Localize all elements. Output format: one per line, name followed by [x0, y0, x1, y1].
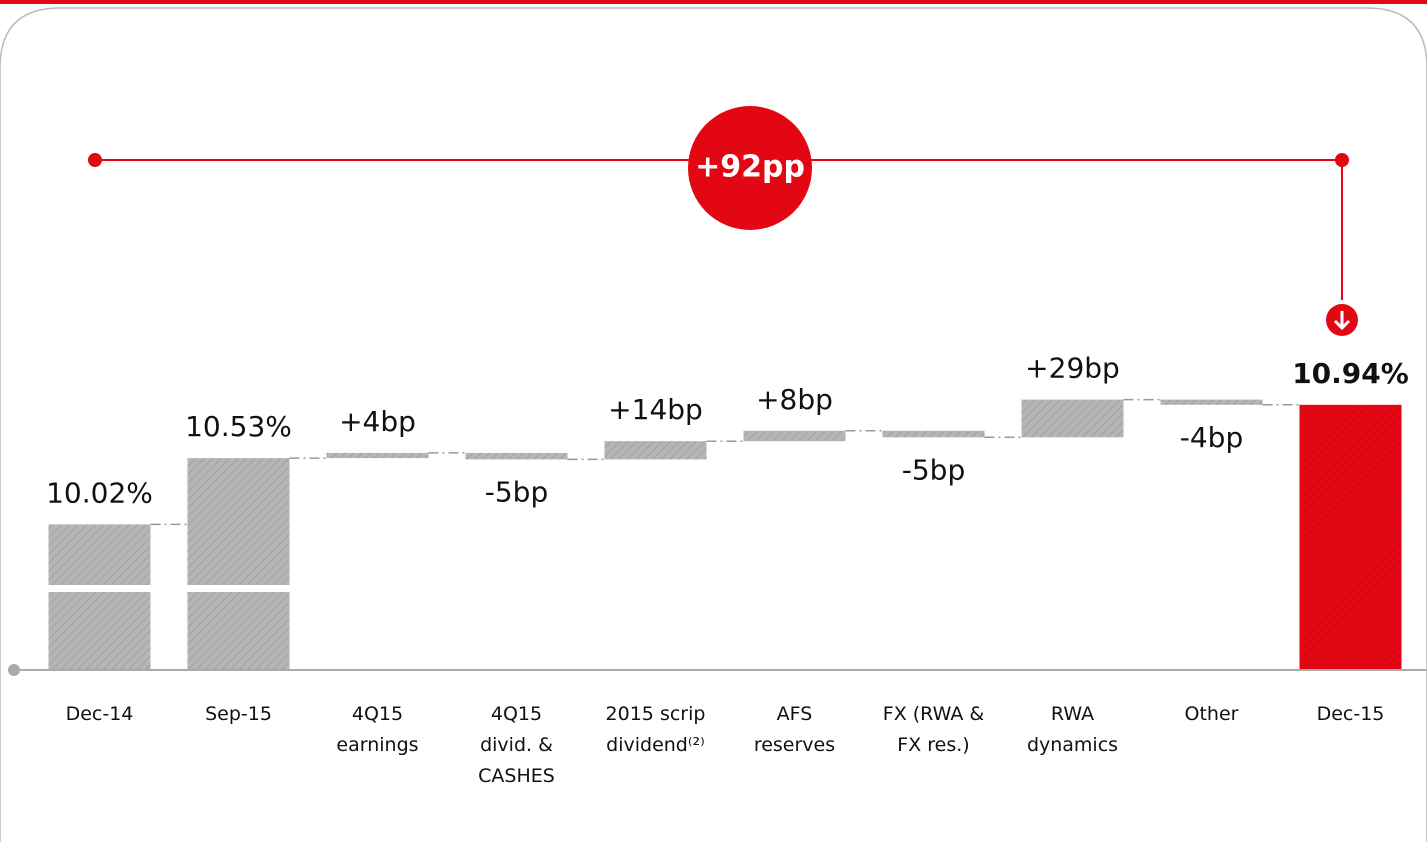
- value-label: 10.94%: [1292, 357, 1409, 390]
- bar: [1021, 399, 1124, 438]
- x-tick-line: Dec-15: [1317, 703, 1385, 725]
- x-tick-line: CASHES: [478, 765, 555, 787]
- value-label: -5bp: [485, 475, 548, 508]
- value-label: -5bp: [902, 453, 965, 486]
- x-tick-line: Dec-14: [66, 703, 134, 725]
- value-label: -4bp: [1180, 421, 1243, 454]
- x-tick-label: RWA dynamics: [1027, 703, 1118, 756]
- bar: [48, 524, 151, 670]
- x-tick-label: 4Q15 divid. & CASHES: [478, 703, 555, 787]
- x-tick-line: earnings: [336, 734, 418, 756]
- value-label: +8bp: [756, 383, 833, 416]
- bar: [1160, 399, 1263, 405]
- value-label: +29bp: [1025, 352, 1120, 385]
- x-tick-label: AFS reserves: [754, 703, 835, 756]
- down-arrow: [1333, 311, 1351, 331]
- x-tick-line: dividend⁽²⁾: [606, 734, 705, 756]
- x-tick-line: 4Q15: [352, 703, 403, 725]
- x-tick-label: FX (RWA & FX res.): [883, 703, 985, 756]
- value-label: +14bp: [608, 393, 703, 426]
- bar: [326, 452, 429, 459]
- x-tick-line: FX (RWA &: [883, 703, 985, 725]
- x-tick-label: 4Q15 earnings: [336, 703, 418, 756]
- x-tick-line: divid. &: [480, 734, 553, 756]
- value-label: 10.02%: [46, 476, 153, 509]
- axis-break: [186, 585, 291, 592]
- x-tick-line: 4Q15: [491, 703, 542, 725]
- x-tick-label: 2015 scrip dividend⁽²⁾: [606, 703, 706, 756]
- value-label: 10.53%: [185, 410, 292, 443]
- x-tick-line: Sep-15: [205, 703, 272, 725]
- value-label: +4bp: [339, 405, 416, 438]
- badge: [688, 106, 812, 230]
- x-tick-line: RWA: [1051, 703, 1094, 725]
- bar: [187, 458, 290, 670]
- x-tick-label: Sep-15: [205, 703, 272, 725]
- baseline-dot: [8, 664, 20, 676]
- x-tick-line: Other: [1185, 703, 1239, 725]
- x-tick-line: FX res.): [897, 734, 969, 756]
- x-tick-label: Dec-14: [66, 703, 134, 725]
- bar: [882, 430, 985, 438]
- x-tick-label: Dec-15: [1317, 703, 1385, 725]
- badge-label: +92pp: [695, 150, 805, 185]
- x-tick-line: AFS: [777, 703, 813, 725]
- x-tick-label: Other: [1185, 703, 1239, 725]
- span-dot: [88, 153, 102, 167]
- x-tick-line: dynamics: [1027, 734, 1118, 756]
- bar: [1299, 404, 1402, 670]
- x-tick-line: 2015 scrip: [606, 703, 706, 725]
- bar: [604, 441, 707, 460]
- x-tick-line: reserves: [754, 734, 835, 756]
- axis-break: [47, 585, 152, 592]
- bar: [743, 430, 846, 442]
- bar: [465, 452, 568, 460]
